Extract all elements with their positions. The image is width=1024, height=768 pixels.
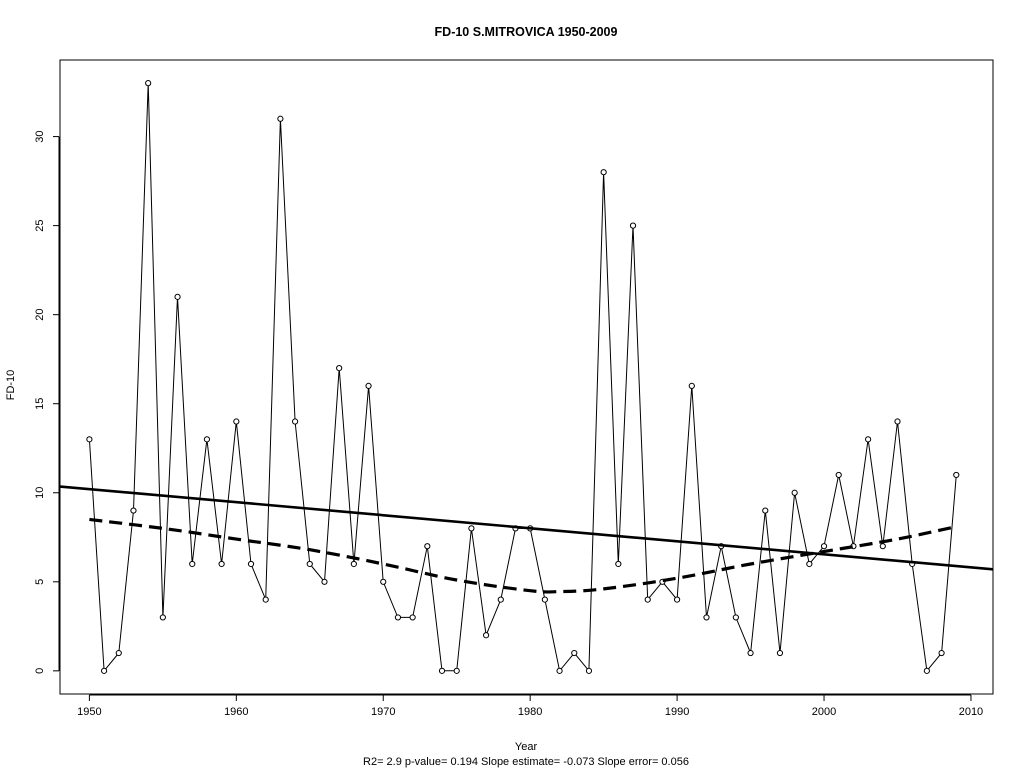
- observed-point: [585, 667, 593, 674]
- observed-point: [879, 543, 886, 550]
- y-axis-label: FD-10: [5, 370, 17, 401]
- observed-point: [321, 578, 328, 585]
- y-tick-label: 15: [34, 398, 46, 410]
- observed-point: [159, 614, 166, 621]
- x-axis-label: Year: [515, 741, 538, 753]
- observed-point: [674, 596, 681, 603]
- observed-point: [497, 596, 504, 603]
- observed-point: [174, 293, 181, 300]
- observed-point: [688, 382, 695, 390]
- observed-point: [115, 649, 122, 657]
- observed-point: [541, 596, 548, 603]
- y-tick-label: 0: [34, 668, 46, 674]
- observed-point: [438, 667, 446, 674]
- observed-point: [923, 667, 930, 674]
- observed-point: [409, 614, 416, 621]
- observed-point: [762, 507, 769, 514]
- y-tick-label: 30: [34, 130, 46, 142]
- observed-point: [350, 560, 357, 568]
- observed-point: [644, 596, 651, 603]
- observed-point: [865, 436, 872, 443]
- observed-point: [468, 525, 475, 532]
- x-tick-label: 1970: [371, 706, 395, 718]
- observed-point: [615, 560, 622, 568]
- observed-point: [394, 614, 402, 621]
- observed-point: [894, 418, 901, 425]
- x-tick-label: 1980: [518, 706, 542, 718]
- x-tick-label: 1950: [77, 706, 101, 718]
- observed-point: [145, 80, 152, 87]
- x-axis: 1950 1960 1970 1980 1990 2000 2010: [77, 694, 983, 718]
- observed-point: [277, 115, 284, 122]
- observed-point: [453, 667, 460, 674]
- observed-point: [938, 649, 945, 657]
- y-tick-label: 25: [34, 219, 46, 231]
- observed-point: [703, 614, 710, 621]
- plot-area-border: [59, 59, 994, 695]
- observed-point: [262, 596, 269, 603]
- observed-point: [776, 649, 784, 657]
- observed-point: [600, 169, 607, 176]
- observed-series-line: [88, 83, 957, 673]
- regression-stats: R2= 2.9 p-value= 0.194 Slope estimate= -…: [363, 756, 689, 768]
- observed-point: [380, 578, 387, 585]
- y-tick-label: 20: [34, 309, 46, 321]
- observed-point: [747, 649, 754, 657]
- observed-point: [306, 560, 313, 568]
- observed-point: [86, 436, 93, 443]
- observed-point: [189, 560, 196, 568]
- x-tick-label: 1990: [665, 706, 689, 718]
- plot-layer: [60, 80, 993, 674]
- x-tick-label: 2000: [812, 706, 836, 718]
- x-tick-label: 1960: [224, 706, 248, 718]
- observed-point: [482, 632, 490, 639]
- observed-point: [571, 649, 578, 657]
- observed-point: [629, 222, 637, 229]
- linear-trend-line: [60, 485, 993, 571]
- observed-point: [233, 418, 240, 425]
- observed-point: [732, 614, 739, 621]
- observed-point: [365, 382, 372, 390]
- y-tick-label: 10: [34, 487, 46, 499]
- observed-point: [218, 560, 225, 568]
- chart-title: FD-10 S.MITROVICA 1950-2009: [435, 25, 618, 39]
- observed-point: [336, 364, 343, 372]
- y-axis: 0 5 10 15 20 25 30: [34, 130, 60, 674]
- observed-point: [203, 436, 211, 443]
- x-tick-label: 2010: [959, 706, 983, 718]
- observed-point: [130, 507, 137, 514]
- observed-point: [791, 489, 798, 496]
- observed-point: [556, 667, 563, 674]
- smooth-trend-curve: [89, 517, 957, 594]
- observed-point: [953, 471, 960, 479]
- observed-point: [247, 560, 255, 568]
- observed-point: [820, 543, 828, 550]
- y-tick-label: 5: [34, 579, 46, 585]
- observed-point: [424, 543, 431, 550]
- observed-point: [835, 471, 842, 479]
- observed-point: [100, 667, 108, 674]
- observed-point: [291, 418, 299, 425]
- observed-point: [806, 560, 813, 568]
